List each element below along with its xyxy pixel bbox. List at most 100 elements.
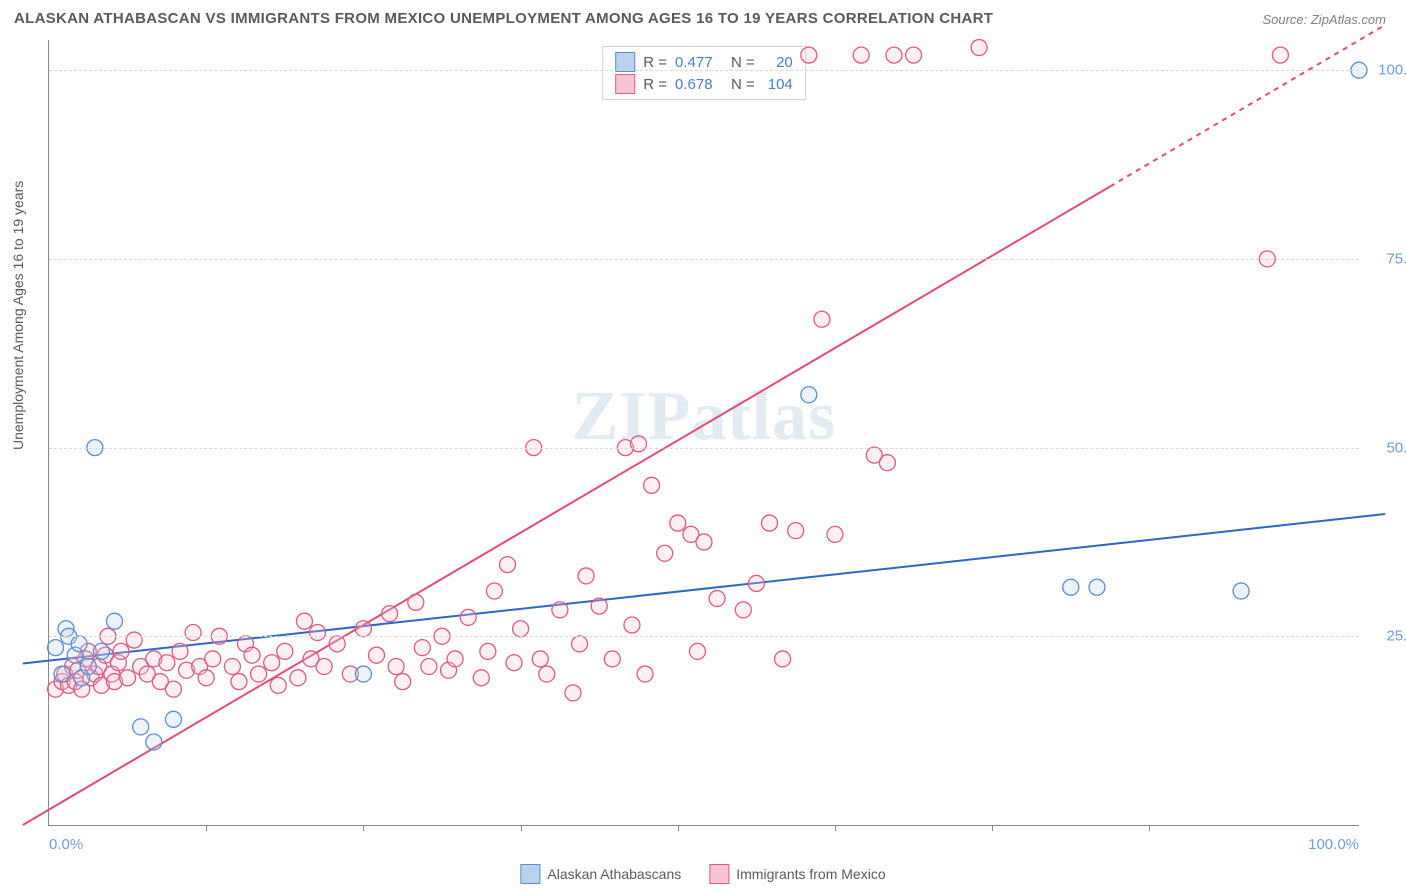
data-point [296, 613, 312, 629]
data-point [277, 643, 293, 659]
data-point [971, 40, 987, 56]
data-point [290, 670, 306, 686]
data-point [1089, 579, 1105, 595]
data-point [801, 47, 817, 63]
data-point [827, 526, 843, 542]
data-point [689, 643, 705, 659]
data-point [224, 658, 240, 674]
source-attribution: Source: ZipAtlas.com [1262, 12, 1386, 27]
data-point [879, 455, 895, 471]
data-point [205, 651, 221, 667]
data-point [93, 643, 109, 659]
source-label: Source: [1262, 12, 1310, 27]
data-point [696, 534, 712, 550]
data-point [578, 568, 594, 584]
data-point [310, 625, 326, 641]
y-tick-label: 100.0% [1369, 62, 1406, 79]
data-point [120, 670, 136, 686]
plot-area: ZIPatlas R = 0.477 N = 20 R = 0.678 N = … [48, 40, 1359, 826]
data-point [71, 636, 87, 652]
trendline [23, 186, 1110, 825]
data-point [657, 545, 673, 561]
data-point [1233, 583, 1249, 599]
data-point [165, 711, 181, 727]
correlation-chart: ALASKAN ATHABASCAN VS IMMIGRANTS FROM ME… [0, 0, 1406, 892]
x-tick [1149, 825, 1150, 831]
data-point [552, 602, 568, 618]
data-point [244, 647, 260, 663]
data-point [159, 655, 175, 671]
data-point [395, 674, 411, 690]
data-point [886, 47, 902, 63]
data-point [624, 617, 640, 633]
data-point [735, 602, 751, 618]
data-point [414, 640, 430, 656]
data-point [165, 681, 181, 697]
grid-line [49, 448, 1359, 449]
data-point [539, 666, 555, 682]
data-point [54, 666, 70, 682]
data-point [480, 643, 496, 659]
data-point [198, 670, 214, 686]
data-point [788, 523, 804, 539]
data-point [748, 575, 764, 591]
data-point [906, 47, 922, 63]
data-point [172, 643, 188, 659]
grid-line [49, 636, 1359, 637]
data-point [316, 658, 332, 674]
x-tick [992, 825, 993, 831]
data-point [1272, 47, 1288, 63]
data-point [48, 640, 64, 656]
data-point [473, 670, 489, 686]
data-point [565, 685, 581, 701]
data-point [329, 636, 345, 652]
data-point [107, 613, 123, 629]
x-tick [835, 825, 836, 831]
x-tick-label: 0.0% [49, 836, 83, 853]
data-point [644, 477, 660, 493]
data-point [853, 47, 869, 63]
data-point [113, 643, 129, 659]
data-point [814, 311, 830, 327]
data-point [369, 647, 385, 663]
x-tick [521, 825, 522, 831]
data-point [1063, 579, 1079, 595]
y-axis-label: Unemployment Among Ages 16 to 19 years [10, 181, 26, 450]
data-point [709, 591, 725, 607]
grid-line [49, 259, 1359, 260]
legend-swatch-pink [709, 864, 729, 884]
data-point [264, 655, 280, 671]
data-point [355, 666, 371, 682]
data-point [591, 598, 607, 614]
data-point [670, 515, 686, 531]
data-point [486, 583, 502, 599]
data-point [355, 621, 371, 637]
data-point [801, 387, 817, 403]
data-point [631, 436, 647, 452]
data-point [506, 655, 522, 671]
data-point [388, 658, 404, 674]
data-point [146, 734, 162, 750]
chart-title: ALASKAN ATHABASCAN VS IMMIGRANTS FROM ME… [14, 10, 993, 27]
trendline-dashed [1110, 25, 1385, 187]
data-point [572, 636, 588, 652]
data-point [500, 557, 516, 573]
series-legend: Alaskan Athabascans Immigrants from Mexi… [520, 864, 885, 884]
x-tick [678, 825, 679, 831]
data-point [270, 677, 286, 693]
data-point [460, 609, 476, 625]
data-point [604, 651, 620, 667]
data-point [513, 621, 529, 637]
data-point [382, 606, 398, 622]
x-tick [363, 825, 364, 831]
data-point [637, 666, 653, 682]
data-point [231, 674, 247, 690]
grid-line [49, 70, 1359, 71]
x-tick-label: 100.0% [1308, 836, 1359, 853]
source-value: ZipAtlas.com [1311, 12, 1386, 27]
x-tick [206, 825, 207, 831]
y-tick-label: 50.0% [1369, 439, 1406, 456]
data-point [421, 658, 437, 674]
data-point [126, 632, 142, 648]
data-point [762, 515, 778, 531]
